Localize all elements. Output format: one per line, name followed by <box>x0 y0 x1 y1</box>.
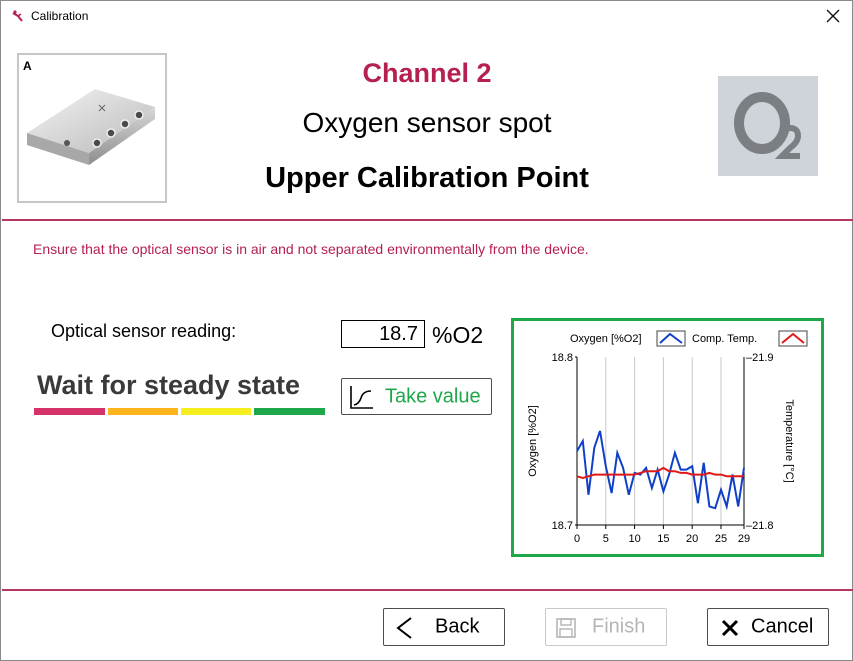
take-value-label: Take value <box>385 385 481 407</box>
y2-axis-label: Temperature [°C] <box>783 399 795 482</box>
y-tick-label-bottom: 18.7 <box>552 520 573 532</box>
app-logo-icon <box>12 10 23 22</box>
steady-state-indicator <box>34 408 325 415</box>
x-tick-label: 25 <box>715 533 727 545</box>
series-line-oxygen <box>576 430 745 511</box>
reading-value-field: 18.7 <box>341 320 425 348</box>
indicator-segment-2 <box>108 408 178 415</box>
calibration-point-title: Upper Calibration Point <box>265 162 589 194</box>
chevron-left-icon <box>396 617 412 639</box>
y2-tick-label-bottom: –21.8 <box>746 520 774 532</box>
cancel-label: Cancel <box>751 615 814 638</box>
finish-button[interactable]: Finish <box>545 608 667 646</box>
back-label: Back <box>435 615 480 638</box>
footer-separator <box>2 589 853 591</box>
instruction-text: Ensure that the optical sensor is in air… <box>33 241 589 257</box>
step-curve-icon <box>350 386 373 409</box>
indicator-segment-4 <box>254 408 325 415</box>
device-photo <box>27 89 155 165</box>
y-axis-label: Oxygen [%O2] <box>527 405 539 477</box>
back-button[interactable]: Back <box>383 608 505 646</box>
steady-state-status: Wait for steady state <box>37 370 301 400</box>
device-letter: A <box>23 59 32 73</box>
x-tick-label: 15 <box>657 533 669 545</box>
legend-line-oxygen <box>659 332 683 344</box>
indicator-segment-3 <box>181 408 251 415</box>
x-tick-label: 0 <box>574 533 580 545</box>
y-tick-label-top: 18.8 <box>552 352 573 364</box>
legend-line-temp <box>781 332 805 344</box>
header-separator <box>2 219 853 221</box>
title-bar: Calibration <box>1 1 852 32</box>
reading-chart: Oxygen [%O2] Comp. Temp. 0 5 10 15 20 25 29 18.8… <box>511 318 824 557</box>
legend-swatch-oxygen <box>656 330 686 347</box>
legend-label-oxygen: Oxygen [%O2] <box>570 333 642 345</box>
device-image: A <box>17 53 167 203</box>
reading-label: Optical sensor reading: <box>51 321 237 341</box>
take-value-button[interactable]: Take value <box>341 378 492 415</box>
window-title: Calibration <box>31 9 89 23</box>
x-tick-label: 20 <box>686 533 698 545</box>
finish-label: Finish <box>592 615 646 638</box>
x-tick-label: 29 <box>738 533 750 545</box>
channel-title: Channel 2 <box>362 58 492 88</box>
legend-swatch-temp <box>778 330 808 347</box>
chart-legend: Oxygen [%O2] Comp. Temp. <box>570 330 808 347</box>
chart-canvas: Oxygen [%O2] Comp. Temp. 0 5 10 15 20 25 29 18.8… <box>527 330 808 545</box>
x-tick-label: 10 <box>628 533 640 545</box>
save-icon <box>556 618 576 638</box>
cancel-button[interactable]: Cancel <box>707 608 829 646</box>
close-button[interactable] <box>822 5 844 27</box>
close-icon <box>826 9 840 23</box>
reading-unit: %O2 <box>432 322 484 348</box>
o2-icon <box>734 92 802 159</box>
sensor-name: Oxygen sensor spot <box>302 107 552 138</box>
x-tick-label: 5 <box>603 533 609 545</box>
legend-label-temp: Comp. Temp. <box>692 333 757 345</box>
indicator-segment-1 <box>34 408 105 415</box>
chart-plot-area: 0 5 10 15 20 25 29 18.8 18.7 –21.9 –21.8 Oxygen [%O… <box>527 352 795 545</box>
y2-tick-label-top: –21.9 <box>746 352 774 364</box>
oxygen-symbol <box>718 76 818 176</box>
close-icon <box>721 619 739 637</box>
series-line-temp <box>576 466 744 480</box>
